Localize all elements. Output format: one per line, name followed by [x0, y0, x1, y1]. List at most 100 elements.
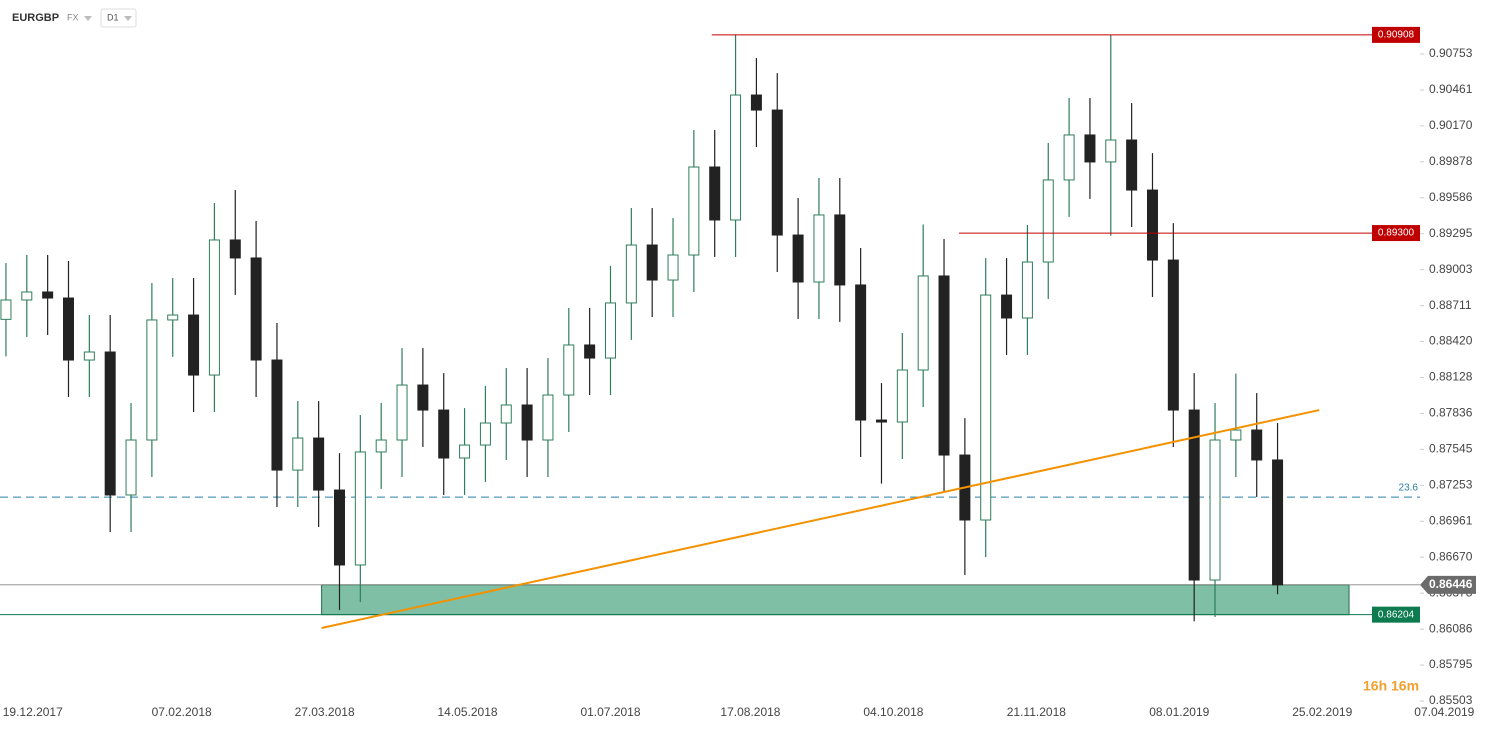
candle-body [855, 284, 867, 421]
y-tick-label: 0.86961 [1429, 514, 1473, 528]
candle-body [500, 404, 512, 424]
level-label-box [1372, 26, 1420, 43]
y-tick-label: 0.87836 [1429, 406, 1473, 420]
candle-body [333, 489, 345, 566]
candle-body [980, 294, 992, 521]
y-tick-label: 0.89003 [1429, 262, 1473, 276]
candle-body [1105, 139, 1117, 163]
y-tick-label: 0.85503 [1429, 693, 1473, 707]
x-tick-label: 01.07.2018 [580, 705, 640, 719]
y-tick-label: 0.89586 [1429, 190, 1473, 204]
plot-area [0, 34, 1420, 629]
y-tick-label: 0.89878 [1429, 154, 1473, 168]
y-tick-label: 0.86086 [1429, 621, 1473, 635]
level-label-box [1372, 225, 1420, 242]
candle-body [21, 291, 33, 301]
candle-body [1230, 429, 1242, 441]
y-tick-label: 0.85795 [1429, 657, 1473, 671]
candle-body [1021, 261, 1033, 319]
candle-body [625, 244, 637, 304]
candle-body [1001, 294, 1013, 319]
y-tick-label: 0.88128 [1429, 370, 1473, 384]
candle-body [1167, 259, 1179, 411]
support-label-box [1372, 606, 1420, 623]
x-tick-label: 25.02.2019 [1292, 705, 1352, 719]
candle-body [250, 257, 262, 361]
candle-body [542, 394, 554, 441]
trend-line [321, 409, 1320, 629]
candle-body [875, 419, 887, 423]
dropdown-arrow [84, 16, 92, 21]
candle-body [229, 239, 241, 259]
candle-body [42, 291, 54, 299]
y-tick-label: 0.90753 [1429, 46, 1473, 60]
candle-body [271, 359, 283, 471]
candle-body [1209, 439, 1221, 581]
current-price-label-box [1420, 575, 1476, 594]
level-label: 0.89300 [1378, 228, 1415, 239]
x-tick-label: 17.08.2018 [720, 705, 780, 719]
y-tick-label: 0.89295 [1429, 226, 1473, 240]
fib-label: 23.6 [1399, 483, 1419, 494]
y-tick-label: 0.87545 [1429, 442, 1473, 456]
symbol: EURGBP [12, 12, 59, 24]
candle-body [604, 302, 616, 359]
candle-body [1084, 134, 1096, 163]
candle-body [188, 314, 200, 376]
candle-body [646, 244, 658, 281]
candle-body [125, 439, 137, 496]
timer: 16h 16m [1363, 678, 1419, 694]
candle-body [771, 109, 783, 236]
candle-body [83, 351, 95, 361]
candle-body [521, 404, 533, 441]
y-tick-label: 0.87253 [1429, 478, 1473, 492]
x-tick-label: 07.02.2018 [152, 705, 212, 719]
candle-body [896, 369, 908, 423]
x-tick-label: 14.05.2018 [438, 705, 498, 719]
candle-body [479, 422, 491, 446]
candle-body [1146, 189, 1158, 261]
x-tick-label: 04.10.2018 [863, 705, 923, 719]
x-tick-label: 27.03.2018 [295, 705, 355, 719]
candle-body [709, 166, 721, 221]
y-tick-label: 0.90170 [1429, 118, 1473, 132]
candle-body [834, 214, 846, 286]
candle-body [208, 239, 220, 376]
candle-body [375, 439, 387, 453]
candle-body [62, 297, 74, 361]
candle-body [667, 254, 679, 281]
candle-body [584, 344, 596, 359]
candle-body [730, 94, 742, 221]
candle-body [938, 275, 950, 456]
candle-body [292, 437, 304, 471]
support-zone [321, 584, 1350, 616]
y-tick-label: 0.86670 [1429, 549, 1473, 563]
interval[interactable]: D1 [107, 12, 119, 22]
candle-body [146, 319, 158, 441]
candle-body [750, 94, 762, 111]
candle-body [396, 384, 408, 441]
candle-body [688, 166, 700, 256]
x-tick-label: 07.04.2019 [1414, 705, 1474, 719]
support-label: 0.86204 [1378, 609, 1415, 620]
candle-body [167, 314, 179, 321]
interval-box[interactable] [100, 8, 137, 28]
candle-body [563, 344, 575, 396]
market[interactable]: FX [67, 12, 79, 22]
x-tick-label: 08.01.2019 [1149, 705, 1209, 719]
y-tick-label: 0.88420 [1429, 334, 1473, 348]
candle-body [1126, 139, 1138, 191]
candle-body [438, 409, 450, 459]
y-tick-label: 0.88711 [1429, 298, 1472, 312]
candle-body [792, 234, 804, 283]
candle-body [1251, 429, 1263, 461]
x-tick-label: 21.11.2018 [1007, 705, 1066, 719]
candle-body [813, 214, 825, 283]
candle-body [313, 437, 325, 491]
level-label: 0.90908 [1378, 30, 1415, 41]
candle-body [0, 299, 12, 320]
current-price-label: 0.86446 [1429, 577, 1473, 591]
